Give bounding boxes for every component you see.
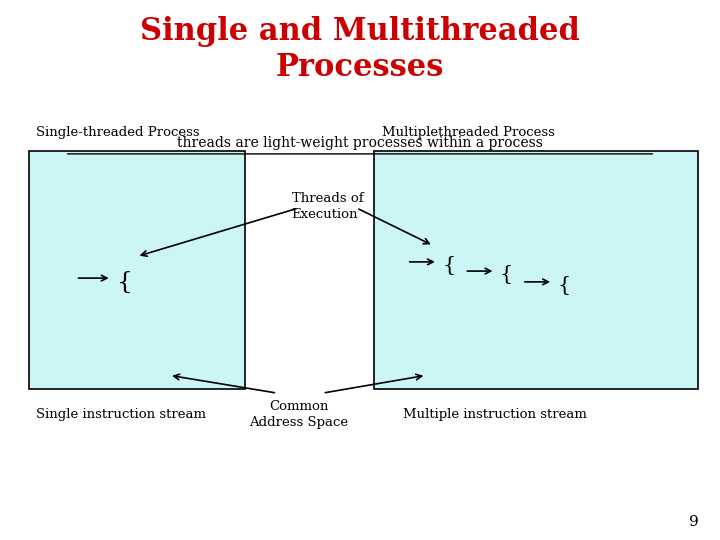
Text: Single and Multithreaded
Processes: Single and Multithreaded Processes: [140, 16, 580, 83]
Text: {: {: [442, 256, 455, 275]
Text: {: {: [557, 276, 570, 295]
Text: {: {: [500, 265, 513, 285]
FancyBboxPatch shape: [29, 151, 245, 389]
Text: threads are light-weight processes within a process: threads are light-weight processes withi…: [177, 136, 543, 150]
Text: Single instruction stream: Single instruction stream: [36, 408, 206, 421]
Text: 9: 9: [688, 515, 698, 529]
FancyBboxPatch shape: [374, 151, 698, 389]
Text: Common
Address Space: Common Address Space: [249, 400, 348, 429]
Text: Multiplethreaded Process: Multiplethreaded Process: [382, 126, 554, 139]
Text: Multiple instruction stream: Multiple instruction stream: [403, 408, 587, 421]
Text: Threads of
Execution: Threads of Execution: [292, 192, 363, 221]
Text: Single-threaded Process: Single-threaded Process: [36, 126, 199, 139]
Text: {: {: [117, 271, 132, 293]
